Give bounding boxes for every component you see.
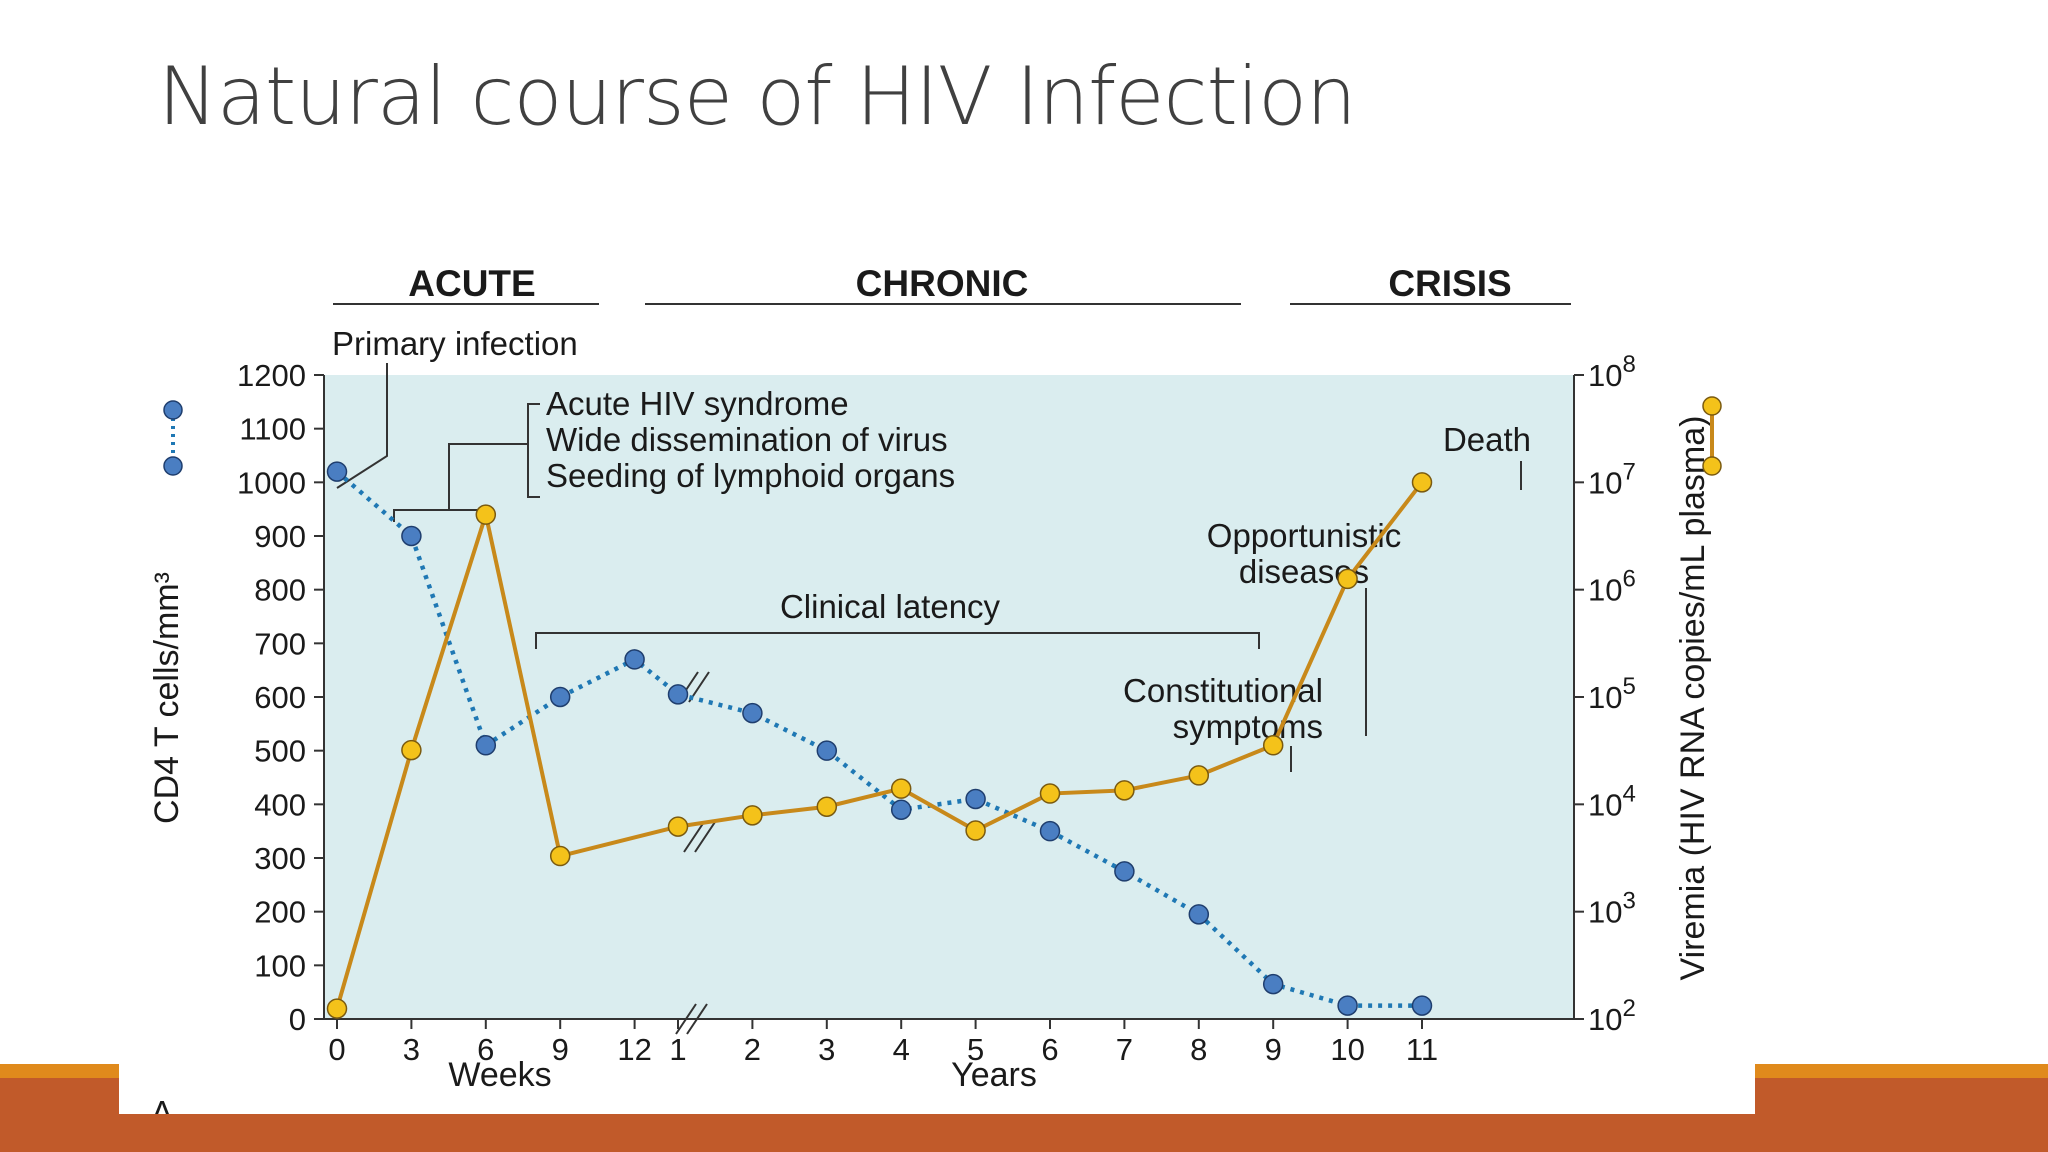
tick-label-x-weeks: 0 [328,1032,345,1067]
panel-letter: A [151,1094,173,1114]
cd4-point [401,525,422,547]
viremia-point [549,845,571,867]
phase-label-chronic: CHRONIC [856,263,1029,304]
x-axis-label-weeks: Weeks [448,1056,551,1094]
viremia-point [742,805,763,826]
viremia-point [1262,735,1284,756]
acute-bracket-connector [448,443,528,510]
y-axis-label-left: CD4 T cells/mm³ [148,572,186,824]
viremia-point [1039,783,1061,804]
annotation-opportunistic: Opportunistic [1207,517,1401,554]
cd4-point [475,735,497,756]
viremia-point [326,998,348,1019]
tick-label-left: 700 [254,626,306,661]
tick-label-left: 0 [289,1002,306,1037]
cd4-point [667,684,689,705]
tick-label-left: 1100 [239,412,306,447]
tick-label-left: 1200 [237,358,306,393]
cd4-point [1188,904,1210,925]
tick-label-x-weeks: 9 [552,1032,569,1067]
tick-label-left: 300 [254,841,306,876]
clinical-latency-bracket [535,632,1260,649]
y-axis-label-right: Viremia (HIV RNA copies/mL plasma) [1674,416,1712,981]
viremia-point [1411,472,1433,493]
viremia-point [965,820,986,841]
tick-label-x-years: 6 [1041,1032,1058,1067]
annotation-constitutional: Constitutional [1123,672,1323,709]
phase-label-acute: ACUTE [408,263,535,304]
cd4-point [1039,820,1061,842]
tick-label-x-weeks: 3 [403,1032,420,1067]
tick-label-x-years: 2 [744,1032,761,1067]
primary-infection-leader [336,363,388,489]
cd4-point [890,799,912,820]
cd4-point [1114,861,1135,882]
tick-label-left: 1000 [237,465,306,500]
page-title: Natural course of HIV Infection [158,50,1357,143]
annotation-seeding-lymphoid: Seeding of lymphoid organs [546,457,955,494]
viremia-point [475,504,497,525]
annotation-wide-dissemination: Wide dissemination of virus [546,421,948,458]
viremia-point [1188,765,1210,786]
tick-label-x-years: 8 [1190,1032,1207,1067]
cd4-point [326,461,348,482]
tick-label-x-weeks: 6 [477,1032,494,1067]
tick-label-right: 106 [1588,566,1636,608]
annotation-primary-infection: Primary infection [332,325,578,362]
viremia-point [816,796,838,817]
tick-label-x-years: 5 [967,1032,984,1067]
tick-label-left: 400 [254,787,306,822]
hiv-course-chart: ACUTE CHRONIC CRISIS Primary infection A… [148,263,1722,1114]
tick-label-x-years: 9 [1265,1032,1282,1067]
tick-label-x-years: 4 [893,1032,910,1067]
x-axis-label-years: Years [951,1056,1037,1094]
cd4-point [624,649,645,670]
phase-label-crisis: CRISIS [1388,263,1511,304]
tick-label-left: 200 [254,895,306,930]
tick-label-x-years: 11 [1406,1032,1438,1067]
annotation-acute-syndrome: Acute HIV syndrome [546,385,849,422]
tick-label-right: 102 [1588,995,1636,1037]
tick-label-left: 100 [254,948,306,983]
viremia-point [1114,780,1135,801]
viremia-series [326,472,1433,1019]
tick-label-right: 107 [1588,458,1636,500]
viremia-point [401,739,422,761]
tick-label-left: 600 [254,680,306,715]
cd4-point [965,788,986,810]
x-axis-ticks: 0 3 6 9 12 1 2 3 4 5 6 7 8 9 10 11 [328,1019,1438,1067]
legend-key-viremia [1702,396,1722,476]
tick-label-left: 900 [254,519,306,554]
tick-label-x-years: 7 [1116,1032,1133,1067]
annotation-clinical-latency: Clinical latency [780,588,1001,625]
annotation-death: Death [1443,421,1531,458]
cd4-point [816,740,838,761]
cd4-series [326,461,1433,1016]
tick-label-x-years: 3 [818,1032,835,1067]
cd4-point [1411,995,1433,1016]
cd4-point [1262,973,1284,995]
tick-label-right: 104 [1588,780,1636,822]
tick-label-right: 103 [1588,888,1636,930]
tick-label-right: 108 [1588,351,1636,393]
tick-label-left: 800 [254,573,306,608]
tick-label-x-years: 10 [1330,1032,1364,1067]
cd4-point [549,686,571,708]
viremia-point [1337,568,1358,590]
viremia-point [890,778,912,799]
right-axis-ticks: 108 107 106 105 104 103 102 [1574,351,1636,1037]
tick-label-right: 105 [1588,673,1636,715]
figure-panel: ACUTE CHRONIC CRISIS Primary infection A… [119,238,1755,1114]
acute-bracket-vertical [527,403,540,498]
cd4-line [335,469,1422,1008]
cd4-point [742,702,763,724]
cd4-point [1337,995,1358,1016]
tick-label-x-years: 1 [669,1032,686,1067]
legend-key-cd4 [163,400,183,476]
annotation-symptoms: symptoms [1173,708,1323,745]
tick-label-left: 500 [254,734,306,769]
tick-label-x-weeks: 12 [617,1032,651,1067]
viremia-point [667,816,689,837]
